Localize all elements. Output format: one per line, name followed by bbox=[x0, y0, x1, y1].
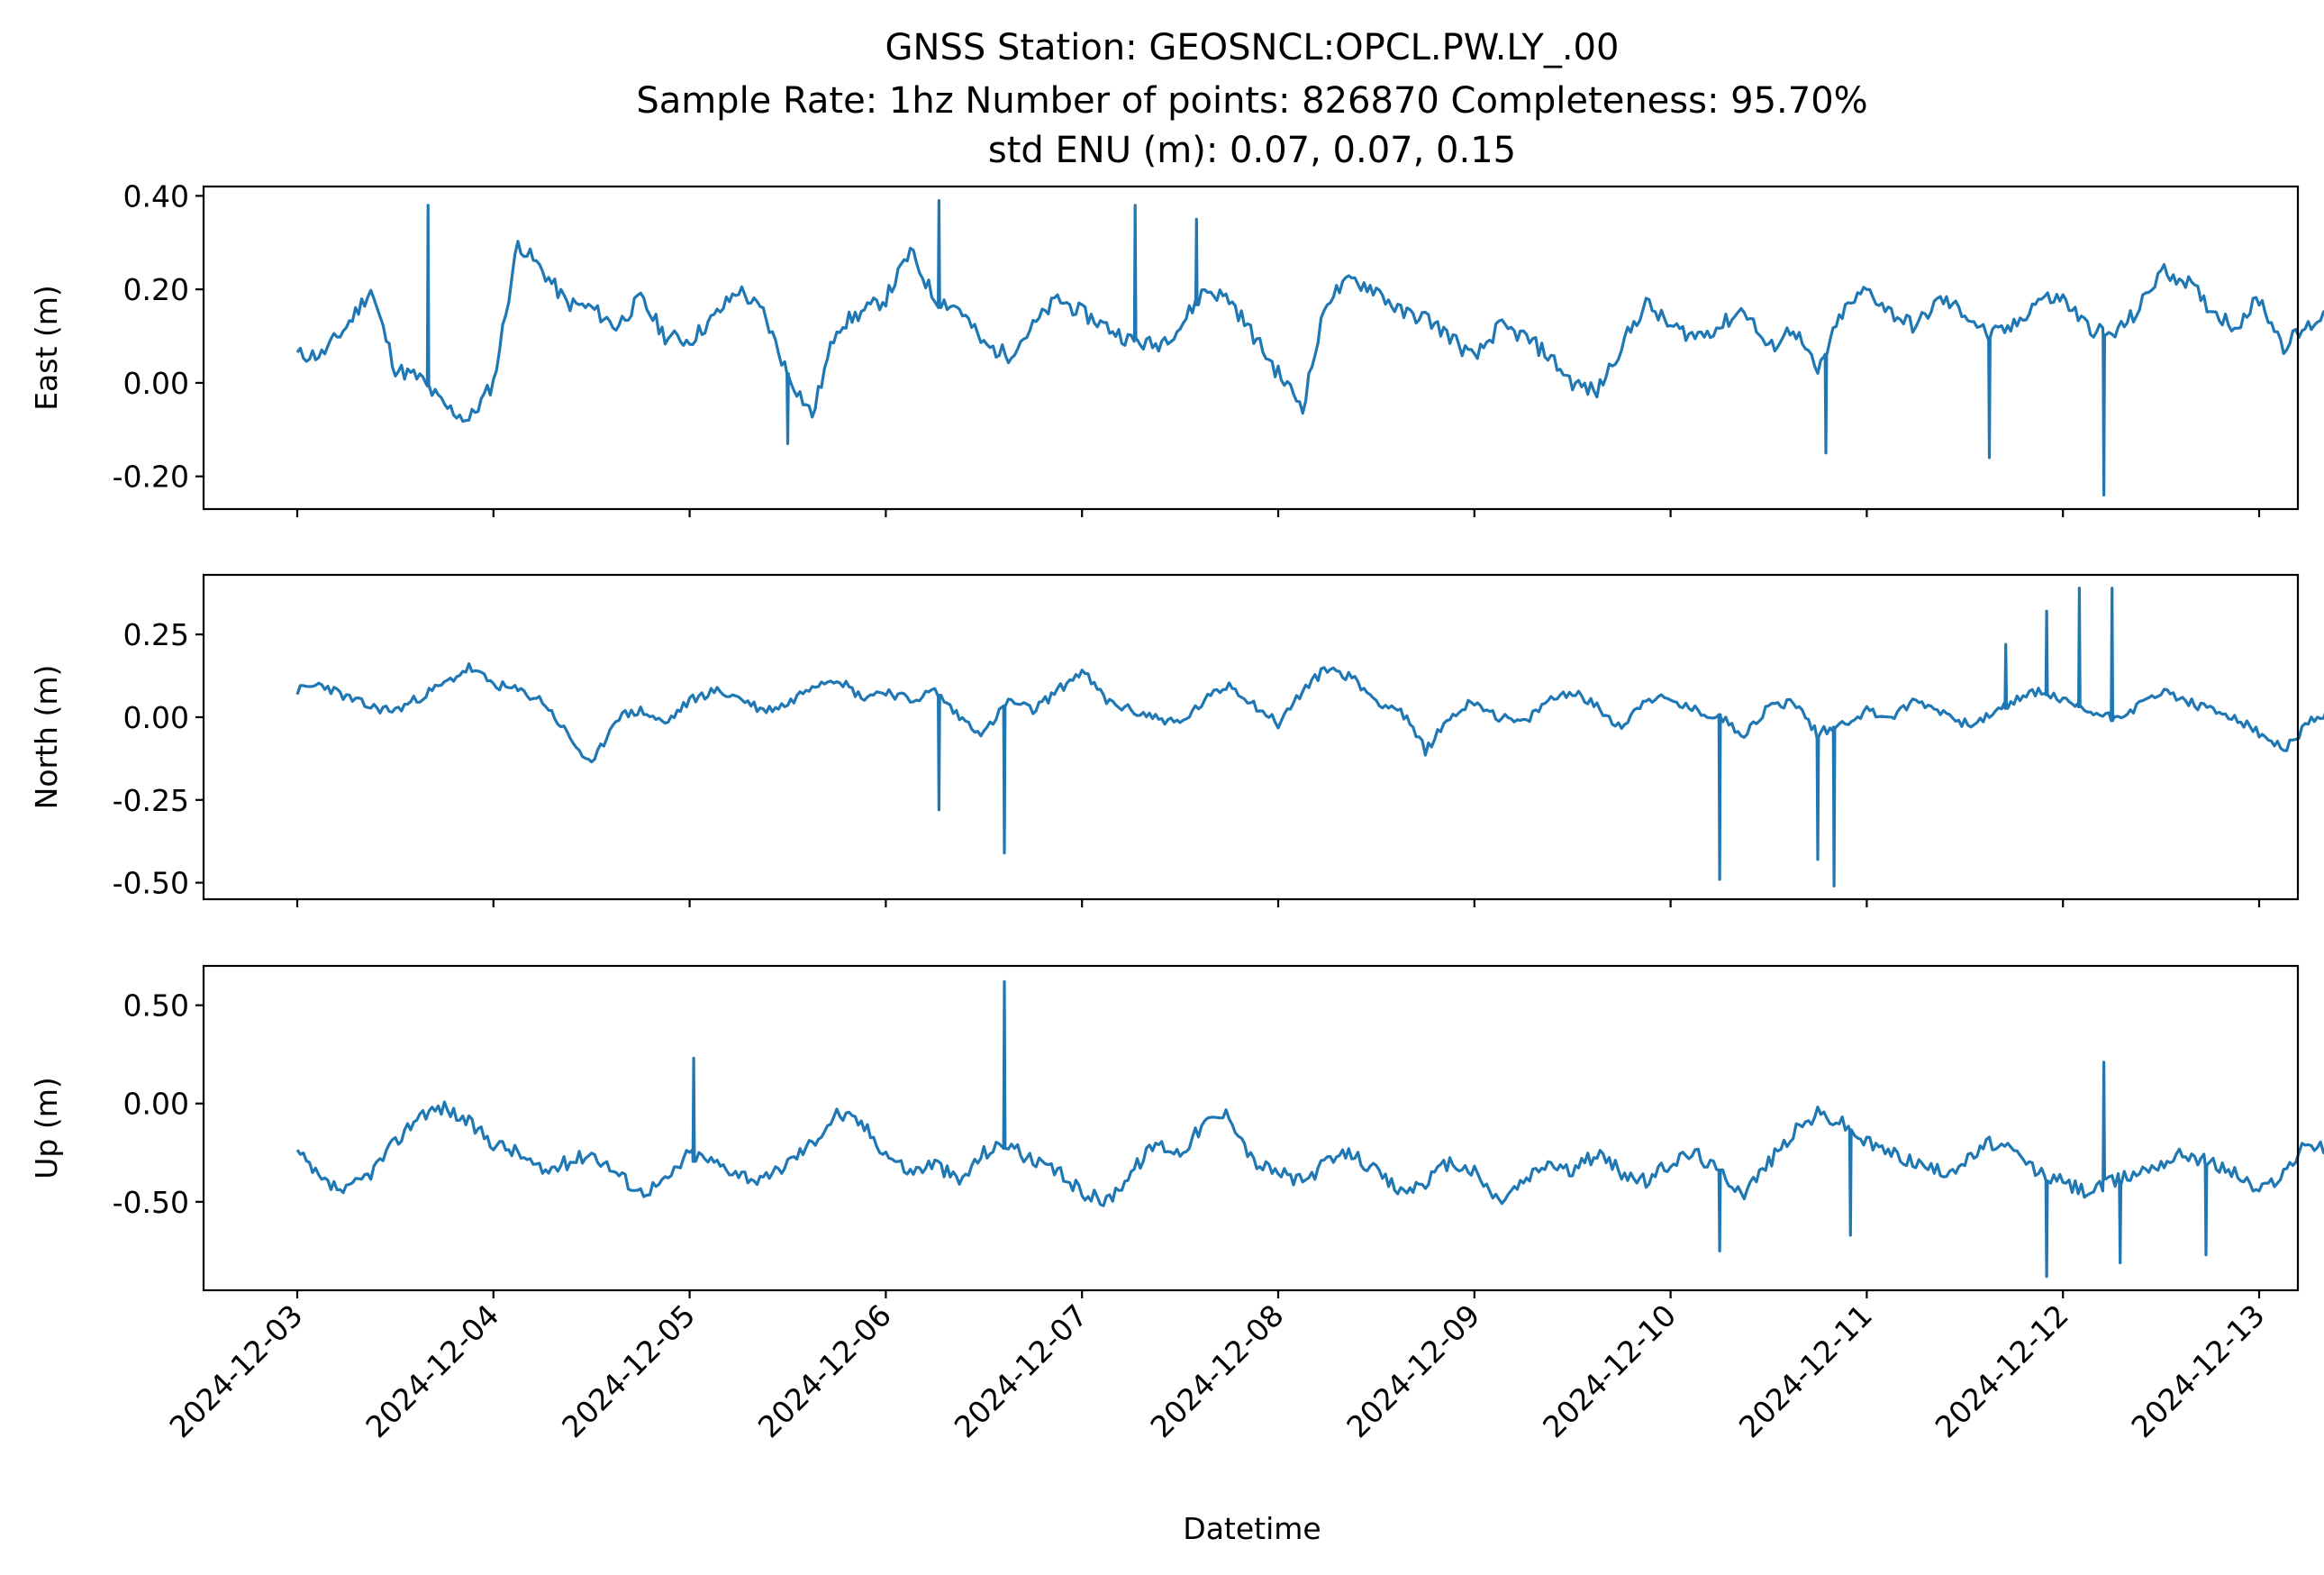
north-ytick-label: -0.25 bbox=[113, 783, 189, 818]
figure-title: GNSS Station: GEOSNCL:OPCL.PW.LY_.00 Sam… bbox=[636, 27, 1867, 171]
east-ytick-label: -0.20 bbox=[113, 460, 189, 495]
east-marks: 0.40 0.20 0.00 -0.20 bbox=[113, 178, 2324, 517]
title-line-2: Sample Rate: 1hz Number of points: 82687… bbox=[636, 80, 1867, 122]
east-ylabel: East (m) bbox=[29, 285, 64, 411]
x-axis-label: Datetime bbox=[1183, 1511, 1321, 1546]
north-ylabel: North (m) bbox=[29, 665, 64, 810]
east-ytick-label: 0.40 bbox=[123, 178, 189, 214]
east-series-line bbox=[295, 199, 2324, 496]
north-axes-frame bbox=[202, 573, 2300, 901]
north-ytick-label: 0.00 bbox=[123, 700, 189, 735]
north-marks: 0.25 0.00 -0.25 -0.50 bbox=[113, 587, 2324, 907]
east-panel: 0.40 0.20 0.00 -0.20 East (m) bbox=[29, 178, 2324, 517]
up-ytick-label: 0.00 bbox=[123, 1087, 189, 1122]
north-ytick-label: -0.50 bbox=[113, 866, 189, 901]
north-series-line bbox=[295, 587, 2324, 888]
title-line-3: std ENU (m): 0.07, 0.07, 0.15 bbox=[988, 130, 1516, 171]
east-ytick-label: 0.20 bbox=[123, 272, 189, 307]
east-axes-frame bbox=[202, 185, 2300, 511]
up-ytick-label: 0.50 bbox=[123, 988, 189, 1024]
up-ylabel: Up (m) bbox=[29, 1077, 64, 1179]
east-ytick-label: 0.00 bbox=[123, 366, 189, 401]
title-line-1: GNSS Station: GEOSNCL:OPCL.PW.LY_.00 bbox=[885, 27, 1620, 68]
up-axes-frame bbox=[202, 964, 2300, 1292]
up-ytick-label: -0.50 bbox=[113, 1185, 189, 1220]
up-series-line bbox=[295, 979, 2324, 1279]
north-panel: 0.25 0.00 -0.25 -0.50 North (m) bbox=[29, 573, 2324, 907]
north-ytick-label: 0.25 bbox=[123, 617, 189, 652]
